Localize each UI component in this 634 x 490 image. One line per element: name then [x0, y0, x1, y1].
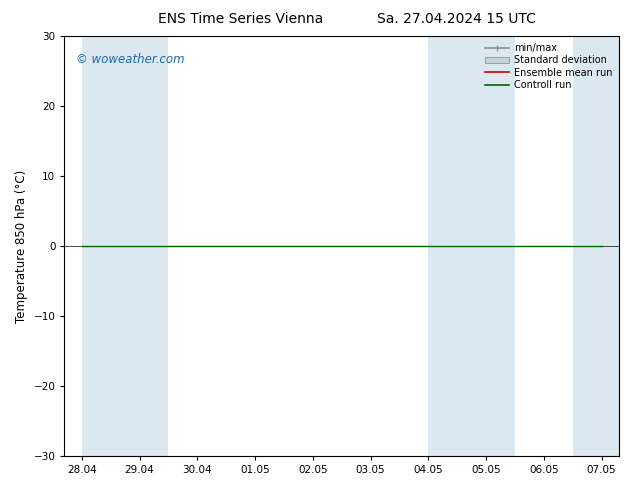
Y-axis label: Temperature 850 hPa (°C): Temperature 850 hPa (°C)	[15, 170, 28, 323]
Bar	[429, 36, 515, 456]
Bar	[573, 36, 631, 456]
Text: © woweather.com: © woweather.com	[75, 53, 184, 66]
Text: Sa. 27.04.2024 15 UTC: Sa. 27.04.2024 15 UTC	[377, 12, 536, 26]
Text: ENS Time Series Vienna: ENS Time Series Vienna	[158, 12, 323, 26]
Legend: min/max, Standard deviation, Ensemble mean run, Controll run: min/max, Standard deviation, Ensemble me…	[482, 41, 614, 92]
Bar	[111, 36, 169, 456]
Bar	[82, 36, 111, 456]
